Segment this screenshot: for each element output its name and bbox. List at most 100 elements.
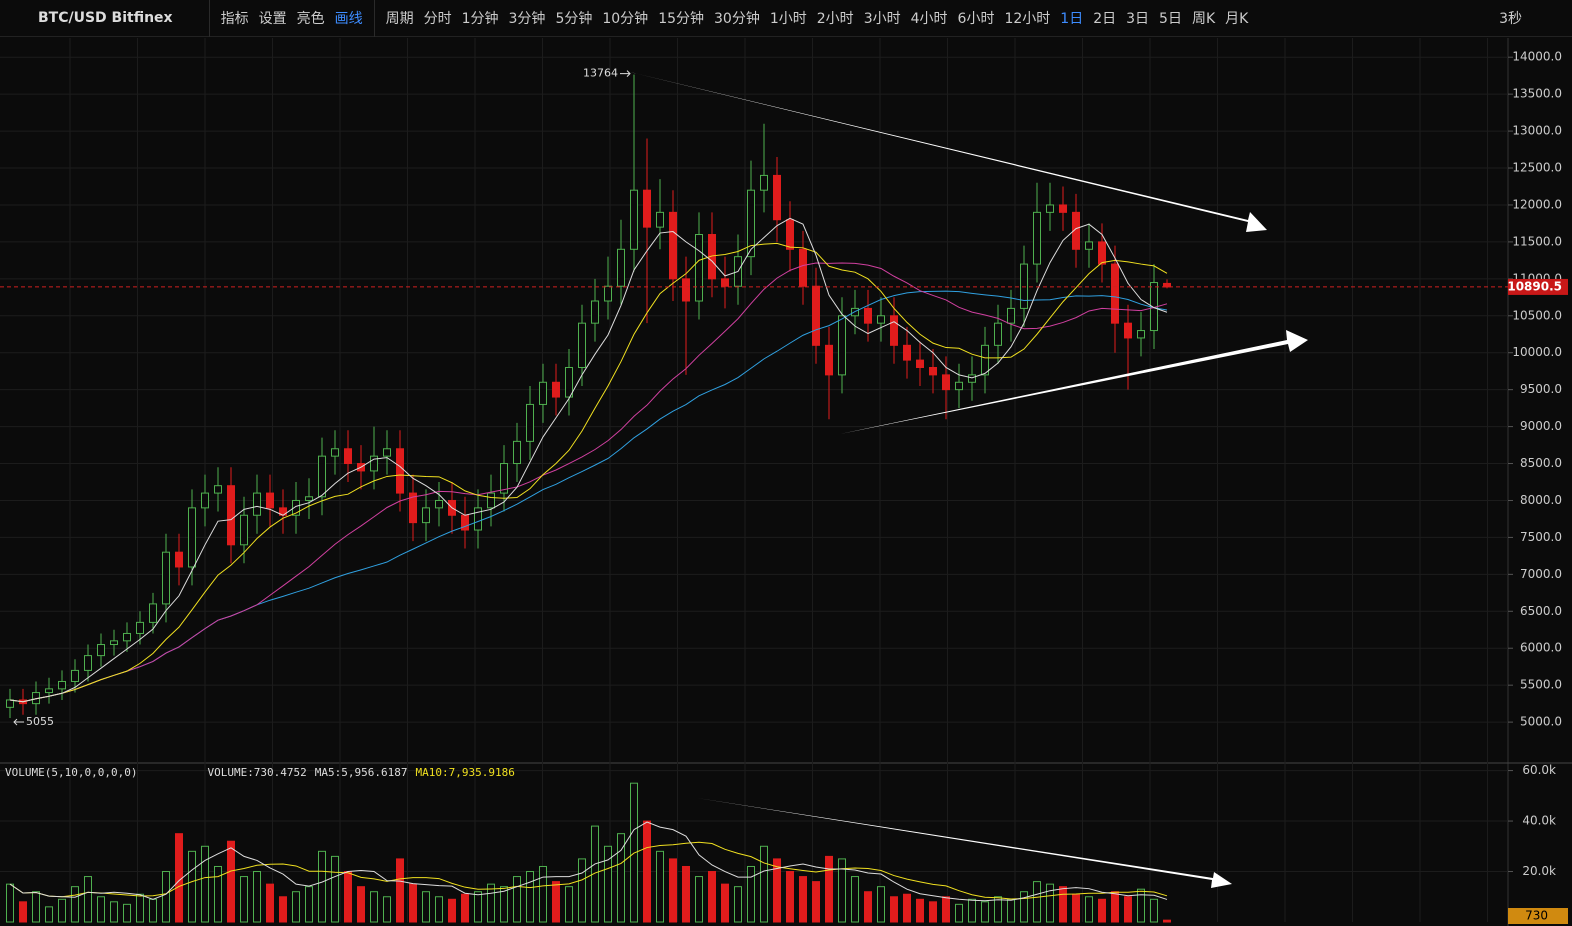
- candle-body: [422, 507, 430, 524]
- volume-bar: [708, 871, 716, 923]
- candle-body: [539, 381, 547, 405]
- period-menu[interactable]: 周期: [385, 11, 414, 27]
- candle-body: [6, 699, 14, 708]
- min-arrow: [13, 718, 24, 726]
- period[interactable]: 3分钟: [508, 11, 546, 27]
- period[interactable]: 月K: [1225, 11, 1249, 27]
- candle-body: [942, 374, 950, 391]
- candle-body: [1163, 282, 1171, 288]
- volume-bar: [1020, 891, 1028, 923]
- y-tick-label: 7500.0: [1520, 530, 1562, 544]
- symbol[interactable]: BTC/USD Bitfinex: [38, 10, 173, 26]
- volume-bar: [396, 858, 404, 923]
- period[interactable]: 5日: [1159, 11, 1182, 27]
- volume-bar: [58, 898, 66, 923]
- y-tick-label: 6500.0: [1520, 604, 1562, 618]
- legend-item: VOLUME:730.4752: [207, 766, 307, 779]
- candle-body: [1020, 263, 1028, 309]
- period[interactable]: 1小时: [769, 11, 807, 27]
- candle-body: [994, 322, 1002, 346]
- volume-bar: [682, 865, 690, 923]
- volume-bar: [695, 876, 703, 923]
- candle-body: [773, 174, 781, 221]
- candle-body: [552, 381, 560, 398]
- volume-bar: [1007, 898, 1015, 923]
- volume-bar: [1085, 896, 1093, 923]
- period[interactable]: 3小时: [863, 11, 901, 27]
- candle-body: [240, 514, 248, 546]
- candle-body: [1137, 330, 1145, 339]
- period[interactable]: 分时: [423, 11, 452, 27]
- volume-bar: [1046, 883, 1054, 923]
- candle-body: [1124, 322, 1132, 339]
- volume-bar: [643, 820, 651, 923]
- y-tick-label: 13500.0: [1512, 87, 1562, 101]
- volume-bar: [1124, 896, 1132, 923]
- volume-bar: [474, 891, 482, 923]
- period[interactable]: 12小时: [1004, 11, 1051, 27]
- period[interactable]: 2小时: [816, 11, 854, 27]
- volume-bar: [435, 896, 443, 923]
- volume-bar: [747, 865, 755, 923]
- y-tick-label: 12000.0: [1512, 197, 1562, 211]
- candle-body: [58, 680, 66, 690]
- candle-body: [864, 307, 872, 324]
- volume-bar: [227, 840, 235, 923]
- min-label: 5055: [26, 715, 54, 728]
- candle-body: [175, 551, 183, 568]
- candle-body: [253, 492, 261, 516]
- candle-body: [747, 189, 755, 258]
- candle-body: [578, 322, 586, 368]
- period[interactable]: 10分钟: [602, 11, 649, 27]
- volume-bar: [916, 898, 924, 923]
- period[interactable]: 周K: [1191, 11, 1216, 27]
- candle-body: [721, 278, 729, 287]
- period[interactable]: 4小时: [910, 11, 948, 27]
- volume-bar: [799, 876, 807, 923]
- volume-bar: [539, 865, 547, 923]
- volume-bar: [838, 858, 846, 923]
- tool[interactable]: 指标: [220, 11, 249, 27]
- candle-body: [656, 211, 664, 228]
- period[interactable]: 1分钟: [461, 11, 499, 27]
- candle-body: [799, 248, 807, 287]
- period[interactable]: 6小时: [957, 11, 995, 27]
- volume-bar: [1098, 898, 1106, 923]
- volume-bar: [786, 871, 794, 923]
- candle-body: [344, 448, 352, 465]
- refresh[interactable]: 3秒: [1499, 11, 1522, 27]
- tool[interactable]: 亮色: [296, 11, 325, 27]
- candle-body: [838, 315, 846, 376]
- y-tick-label: 8000.0: [1520, 493, 1562, 507]
- period[interactable]: 30分钟: [714, 11, 760, 27]
- volume-bar: [1163, 919, 1171, 923]
- period[interactable]: 5分钟: [555, 11, 593, 27]
- candle-body: [84, 655, 92, 671]
- volume-bar: [591, 825, 599, 923]
- volume-bar: [6, 883, 14, 923]
- chart: 5000.0 5500.0 6000.0 6500.0 7000.0 7500.0 8000…: [0, 38, 1572, 926]
- volume-bar: [383, 896, 391, 923]
- candle-body: [383, 448, 391, 457]
- period[interactable]: 1日: [1060, 11, 1084, 27]
- candle-body: [435, 499, 443, 509]
- legend-item: MA10:7,935.9186: [415, 766, 515, 779]
- candle-body: [1033, 211, 1041, 265]
- candle-body: [396, 448, 404, 494]
- candle-body: [292, 499, 300, 516]
- candle-body: [1085, 241, 1093, 250]
- period[interactable]: 3日: [1126, 11, 1150, 27]
- y-tick-label: 10500.0: [1512, 308, 1562, 322]
- volume-bar: [617, 833, 625, 923]
- volume-tick-label: 40.0k: [1522, 814, 1556, 828]
- period[interactable]: 2日: [1093, 11, 1117, 27]
- tool[interactable]: 设置: [258, 11, 287, 27]
- candle-body: [643, 189, 651, 228]
- volume-bar: [188, 850, 196, 923]
- period[interactable]: 15分钟: [658, 11, 705, 27]
- volume-ma5-line: [9, 821, 1168, 902]
- volume-bar: [1059, 886, 1067, 923]
- tool[interactable]: 画线: [334, 11, 363, 27]
- volume-bar: [968, 898, 976, 923]
